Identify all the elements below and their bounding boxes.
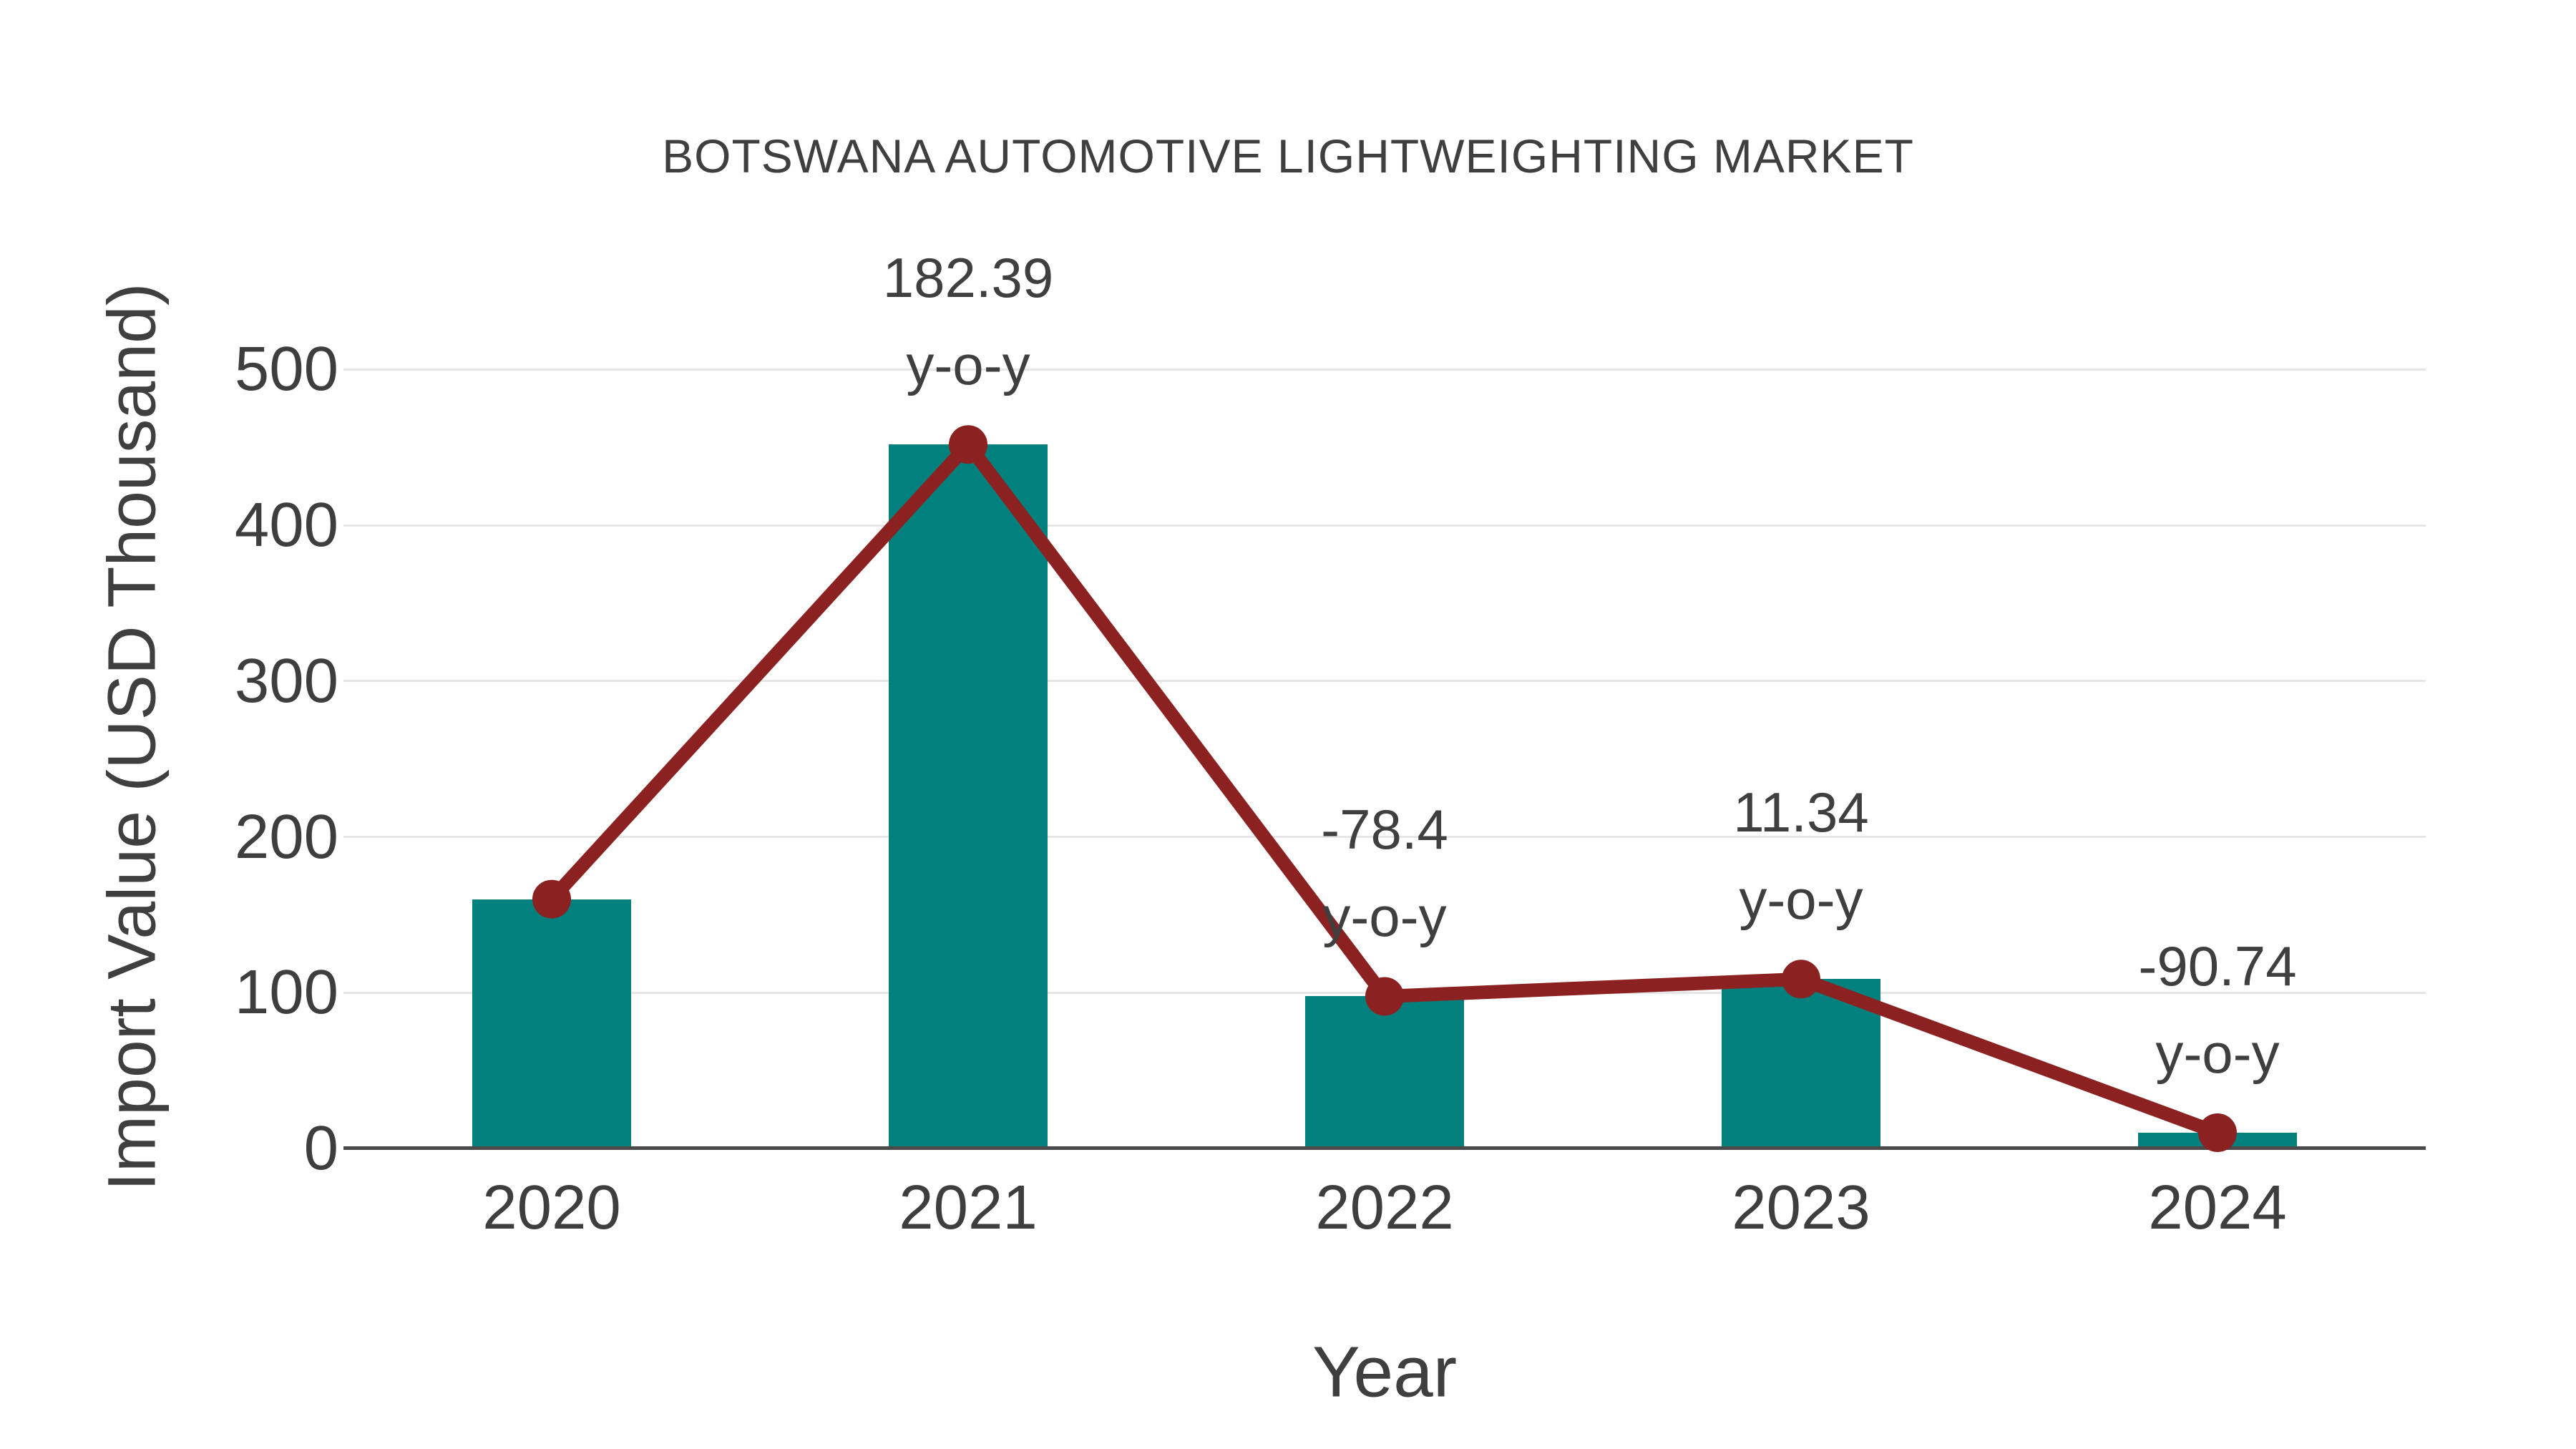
y-tick-label: 300 <box>234 645 338 716</box>
x-axis-line <box>343 1146 2426 1150</box>
annotation: 182.39 y-o-y <box>718 234 1219 409</box>
annotation-value: -78.4 <box>1321 798 1448 862</box>
x-tick-label: 2020 <box>482 1173 621 1242</box>
x-tick-label: 2021 <box>899 1173 1038 1242</box>
annotation-value: 11.34 <box>1733 781 1869 844</box>
x-tick-label: 2023 <box>1732 1173 1870 1242</box>
y-tick-label: 100 <box>234 957 338 1028</box>
annotation: -90.74 y-o-y <box>1967 922 2468 1097</box>
annotation-label: y-o-y <box>2155 1022 2280 1085</box>
y-tick-label: 400 <box>234 490 338 560</box>
gridline <box>343 368 2426 371</box>
data-point-marker <box>1365 977 1404 1016</box>
x-axis-title: Year <box>1312 1332 1458 1413</box>
gridline <box>343 524 2426 527</box>
annotation-label: y-o-y <box>906 333 1030 397</box>
annotation: 11.34 y-o-y <box>1551 769 2051 943</box>
bar <box>1722 979 1880 1148</box>
gridline <box>343 836 2426 838</box>
y-tick-label: 200 <box>234 801 338 872</box>
annotation: -78.4 y-o-y <box>1134 786 1635 960</box>
gridline <box>343 680 2426 683</box>
bar <box>1305 996 1464 1148</box>
data-point-marker <box>2198 1113 2237 1153</box>
x-tick-label: 2022 <box>1315 1173 1454 1242</box>
annotation-value: -90.74 <box>2138 935 2297 997</box>
y-tick-label: 0 <box>303 1113 338 1183</box>
x-tick-label: 2024 <box>2148 1173 2287 1242</box>
annotation-label: y-o-y <box>1739 868 1863 932</box>
bar <box>472 899 631 1148</box>
data-point-marker <box>949 425 987 464</box>
annotation-label: y-o-y <box>1322 885 1447 949</box>
bar <box>889 444 1048 1148</box>
data-point-marker <box>532 879 571 919</box>
annotation-value: 182.39 <box>882 246 1054 310</box>
chart-title: BOTSWANA AUTOMOTIVE LIGHTWEIGHTING MARKE… <box>662 130 1914 182</box>
data-point-marker <box>1782 960 1820 999</box>
y-tick-label: 500 <box>234 334 338 404</box>
